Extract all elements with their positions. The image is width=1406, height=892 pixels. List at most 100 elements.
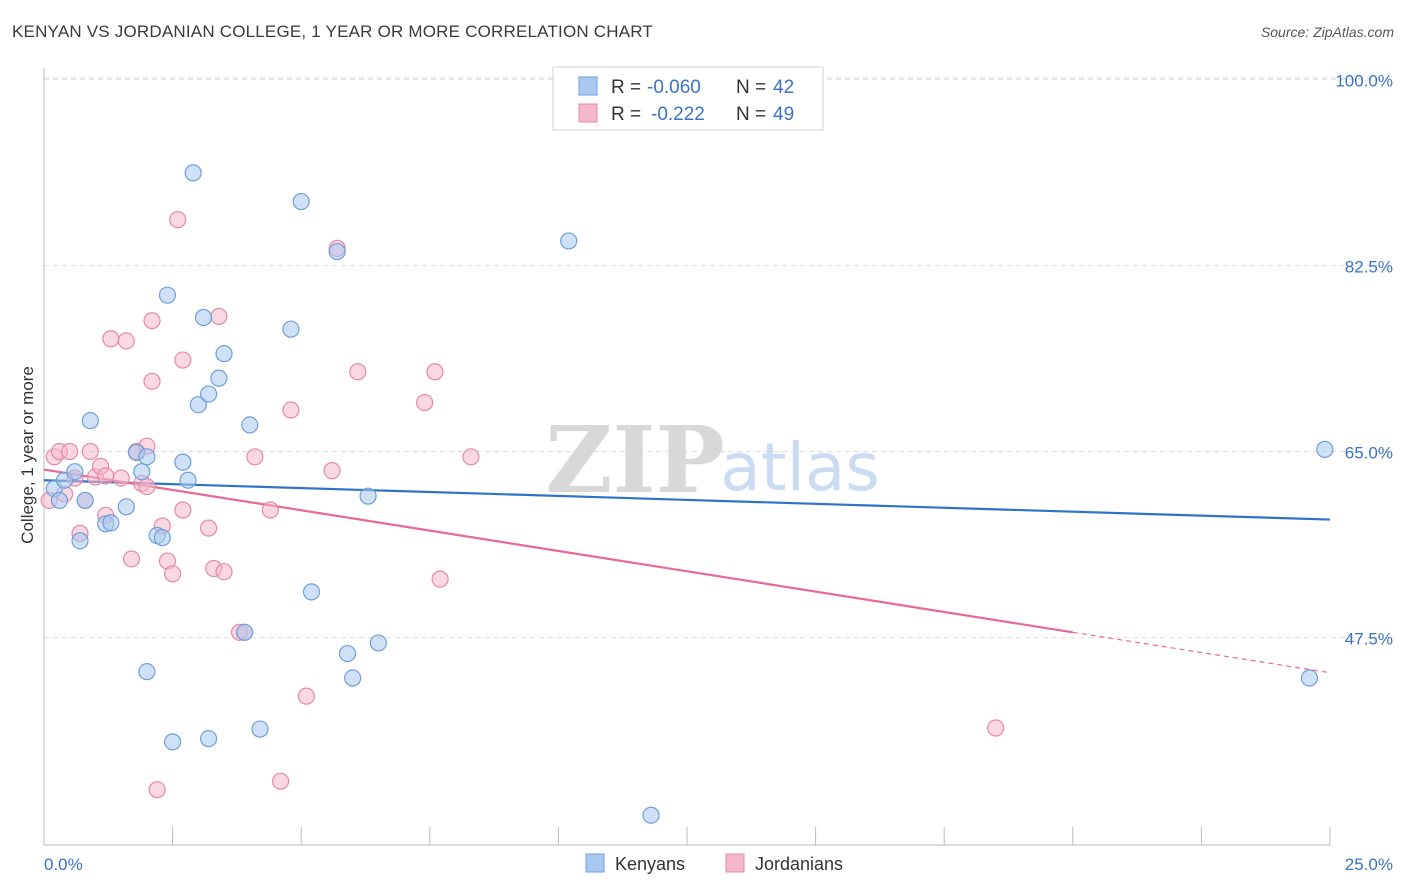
- kenyan-point: [158, 286, 177, 304]
- kenyan-point: [164, 733, 182, 751]
- legend-swatch-kenyans: [578, 76, 598, 96]
- kenyan-point: [210, 369, 228, 387]
- jordanian-point: [282, 401, 300, 419]
- y-tick-label: 65.0%: [1345, 444, 1393, 463]
- jordanian-point: [117, 332, 135, 350]
- kenyan-point: [1300, 669, 1319, 687]
- jordanian-point: [148, 781, 166, 799]
- kenyan-point: [1316, 440, 1334, 458]
- kenyan-point: [76, 491, 94, 510]
- jordanian-point: [112, 469, 130, 487]
- jordanian-point: [97, 467, 115, 485]
- kenyan-point: [71, 532, 89, 550]
- kenyan-point: [138, 663, 156, 681]
- jordanian-point: [122, 550, 141, 568]
- jordanian-point: [61, 442, 79, 461]
- kenyan-point: [328, 242, 346, 261]
- legend-r-label: R =: [611, 104, 641, 125]
- jordanian-trend-line-extension: [1072, 631, 1331, 674]
- kenyan-point: [369, 634, 387, 652]
- x-tick-label-min: 0.0%: [44, 855, 83, 874]
- kenyan-point: [189, 396, 207, 414]
- kenyan-point: [344, 669, 362, 687]
- jordanian-point: [210, 307, 228, 326]
- jordanian-point: [987, 719, 1005, 737]
- legend-bottom-swatch-kenyans: [585, 853, 605, 873]
- kenyan-point: [241, 416, 259, 434]
- legend-n-value: 42: [773, 77, 794, 98]
- x-tick-label-max: 25.0%: [1345, 855, 1393, 874]
- jordanian-trend-line: [43, 468, 1073, 634]
- jordanian-point: [426, 363, 444, 381]
- kenyan-point: [282, 320, 300, 338]
- legend-bottom-label-kenyans: Kenyans: [615, 854, 685, 874]
- jordanian-point: [272, 772, 290, 790]
- gridlines: [44, 77, 1394, 639]
- jordanian-point: [462, 448, 480, 466]
- watermark: ZIP atlas: [545, 406, 879, 514]
- legend-r-label: R =: [611, 77, 641, 98]
- y-axis-label: College, 1 year or more: [18, 366, 37, 544]
- legend-n-label: N =: [736, 104, 766, 125]
- jordanian-point: [200, 519, 218, 537]
- legend-n-value: 49: [773, 104, 794, 125]
- kenyan-point: [117, 498, 135, 516]
- kenyan-point: [338, 644, 357, 663]
- jordanian-point: [81, 442, 99, 461]
- jordanian-point: [174, 501, 192, 519]
- kenyan-point: [179, 471, 197, 489]
- chart-title: KENYAN VS JORDANIAN COLLEGE, 1 YEAR OR M…: [12, 22, 654, 41]
- legend-bottom: Kenyans Jordanians: [585, 853, 843, 874]
- legend-top: R = -0.060 N = 42 R = -0.222 N = 49: [552, 66, 824, 131]
- jordanian-point: [323, 462, 341, 480]
- kenyan-point: [302, 583, 321, 601]
- legend-n-label: N =: [736, 77, 766, 98]
- jordanian-point: [164, 565, 182, 583]
- y-tick-labels: 100.0% 82.5% 65.0% 47.5%: [1335, 71, 1393, 648]
- jordanian-point: [138, 477, 156, 496]
- kenyan-point: [174, 453, 192, 471]
- kenyan-point: [138, 448, 156, 466]
- kenyan-point: [560, 232, 578, 250]
- kenyan-point: [153, 529, 171, 547]
- kenyan-point: [102, 514, 120, 532]
- watermark-atlas: atlas: [720, 429, 880, 506]
- kenyan-point: [292, 192, 310, 211]
- legend-r-value: -0.060: [647, 77, 701, 98]
- kenyan-point: [236, 623, 254, 641]
- kenyan-point: [81, 412, 99, 430]
- jordanian-point: [431, 570, 449, 588]
- kenyan-point: [194, 308, 213, 327]
- y-tick-label: 82.5%: [1345, 257, 1393, 276]
- kenyan-point: [133, 463, 151, 481]
- kenyan-point: [184, 164, 202, 182]
- kenyan-point: [251, 720, 269, 738]
- trend-lines: [43, 468, 1331, 674]
- kenyan-point: [66, 463, 84, 481]
- axes: [43, 68, 1331, 846]
- jordanian-point: [416, 393, 434, 412]
- jordanian-point: [246, 448, 264, 466]
- legend-bottom-label-jordanians: Jordanians: [755, 854, 843, 874]
- jordanian-point: [143, 372, 161, 390]
- kenyan-points: [45, 164, 1334, 824]
- y-tick-label: 47.5%: [1345, 630, 1393, 649]
- jordanian-point: [143, 312, 161, 330]
- jordanian-point: [174, 351, 192, 369]
- kenyan-point: [200, 385, 218, 403]
- jordanian-point: [102, 330, 120, 348]
- kenyan-point: [359, 487, 377, 505]
- legend-swatch-jordanians: [578, 103, 598, 123]
- jordanian-point: [261, 501, 279, 519]
- kenyan-trend-line: [43, 479, 1331, 521]
- legend-bottom-swatch-jordanians: [725, 853, 745, 873]
- source-credit: Source: ZipAtlas.com: [1260, 24, 1394, 40]
- jordanian-point: [169, 211, 187, 229]
- kenyan-point: [215, 345, 233, 363]
- jordanian-point: [349, 363, 367, 381]
- y-tick-label: 100.0%: [1335, 71, 1393, 90]
- jordanian-point: [215, 563, 233, 581]
- kenyan-point: [50, 491, 69, 510]
- kenyan-point: [200, 730, 218, 748]
